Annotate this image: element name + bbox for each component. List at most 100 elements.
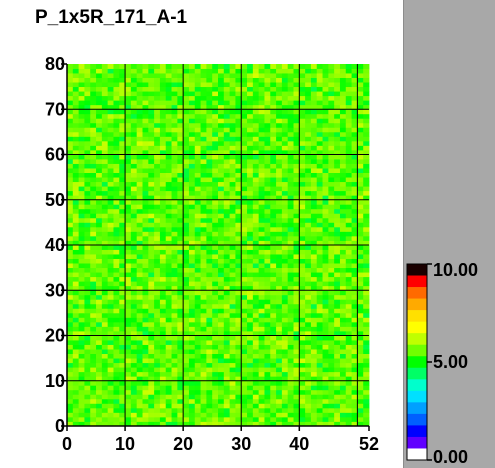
heatmap-cell xyxy=(322,163,329,169)
heatmap-cell xyxy=(281,416,289,422)
heatmap-cell xyxy=(188,86,196,92)
heatmap-cell xyxy=(281,104,289,110)
heatmap-cell xyxy=(305,118,312,124)
heatmap-cell xyxy=(235,353,242,359)
heatmap-cell xyxy=(101,131,109,137)
heatmap-cell xyxy=(305,299,312,305)
heatmap-cell xyxy=(165,177,172,183)
heatmap-cell xyxy=(247,276,254,282)
heatmap-cell xyxy=(357,380,364,386)
heatmap-cell xyxy=(119,140,126,146)
heatmap-cell xyxy=(78,131,85,137)
heatmap-cell xyxy=(235,231,242,237)
heatmap-cell xyxy=(316,186,323,192)
heatmap-cell xyxy=(72,380,80,386)
heatmap-cell xyxy=(101,367,109,373)
heatmap-cell xyxy=(264,367,271,373)
heatmap-cell xyxy=(276,64,283,69)
heatmap-cell xyxy=(351,340,358,345)
heatmap-cell xyxy=(171,276,178,282)
heatmap-cell xyxy=(281,326,289,332)
heatmap-cell xyxy=(258,294,265,300)
heatmap-cell xyxy=(339,104,347,110)
heatmap-cell xyxy=(252,398,260,404)
heatmap-cell xyxy=(276,403,283,409)
heatmap-cell xyxy=(84,172,91,178)
heatmap-cell xyxy=(247,235,254,241)
heatmap-cell xyxy=(276,73,283,78)
heatmap-cell xyxy=(218,235,225,241)
heatmap-cell xyxy=(67,272,74,278)
heatmap-cell xyxy=(339,100,347,106)
heatmap-cell xyxy=(276,398,283,404)
heatmap-cell xyxy=(223,86,231,92)
heatmap-cell xyxy=(90,321,97,327)
heatmap-cell xyxy=(177,109,184,115)
heatmap-cell xyxy=(310,186,318,192)
heatmap-cell xyxy=(345,358,352,364)
heatmap-cell xyxy=(200,398,207,404)
heatmap-cell xyxy=(218,190,225,196)
heatmap-cell xyxy=(339,353,347,359)
heatmap-cell xyxy=(159,308,167,314)
heatmap-cell xyxy=(345,136,352,142)
heatmap-cell xyxy=(316,177,323,183)
heatmap-cell xyxy=(194,64,201,69)
heatmap-cell xyxy=(310,131,318,137)
heatmap-cell xyxy=(247,349,254,354)
heatmap-cell xyxy=(194,100,201,106)
heatmap-cell xyxy=(241,358,248,364)
heatmap-cell xyxy=(142,376,149,382)
heatmap-cell xyxy=(235,64,242,69)
heatmap-cell xyxy=(264,254,271,259)
heatmap-cell xyxy=(142,299,149,305)
heatmap-cell xyxy=(299,77,306,83)
heatmap-cell xyxy=(78,299,85,305)
heatmap-cell xyxy=(270,222,277,228)
heatmap-cell xyxy=(212,249,219,255)
heatmap-cell xyxy=(188,308,196,314)
heatmap-cell xyxy=(96,326,103,332)
heatmap-cell xyxy=(212,104,219,110)
heatmap-cell xyxy=(345,199,352,205)
heatmap-cell xyxy=(252,349,260,354)
heatmap-cell xyxy=(223,376,231,382)
heatmap-cell xyxy=(276,249,283,255)
heatmap-cell xyxy=(276,163,283,169)
heatmap-cell xyxy=(247,159,254,164)
heatmap-cell xyxy=(206,127,213,133)
heatmap-cell xyxy=(113,272,120,278)
heatmap-cell xyxy=(165,290,172,296)
heatmap-cell xyxy=(212,362,219,368)
heatmap-cell xyxy=(159,208,167,214)
heatmap-cell xyxy=(351,303,358,309)
heatmap-cell xyxy=(177,159,184,164)
heatmap-cell xyxy=(357,335,364,341)
heatmap-cell xyxy=(78,281,85,287)
heatmap-cell xyxy=(345,127,352,133)
heatmap-cell xyxy=(212,407,219,413)
heatmap-cell xyxy=(78,104,85,110)
heatmap-cell xyxy=(339,64,347,69)
heatmap-cell xyxy=(218,362,225,368)
heatmap-cell xyxy=(96,95,103,101)
heatmap-cell xyxy=(101,235,109,241)
heatmap-cell xyxy=(247,267,254,273)
heatmap-cell xyxy=(119,421,126,427)
heatmap-cell xyxy=(101,159,109,164)
heatmap-cell xyxy=(328,122,335,128)
heatmap-cell xyxy=(142,263,149,269)
heatmap-cell xyxy=(299,353,306,359)
heatmap-cell xyxy=(78,303,85,309)
heatmap-cell xyxy=(125,159,132,164)
heatmap-cell xyxy=(200,91,207,97)
heatmap-cell xyxy=(328,312,335,318)
heatmap-cell xyxy=(165,281,172,287)
heatmap-cell xyxy=(90,258,97,264)
heatmap-cell xyxy=(287,317,294,323)
heatmap-cell xyxy=(159,190,167,196)
heatmap-cell xyxy=(67,376,74,382)
heatmap-cell xyxy=(67,149,74,155)
heatmap-cell xyxy=(125,213,132,219)
heatmap-cell xyxy=(177,100,184,106)
